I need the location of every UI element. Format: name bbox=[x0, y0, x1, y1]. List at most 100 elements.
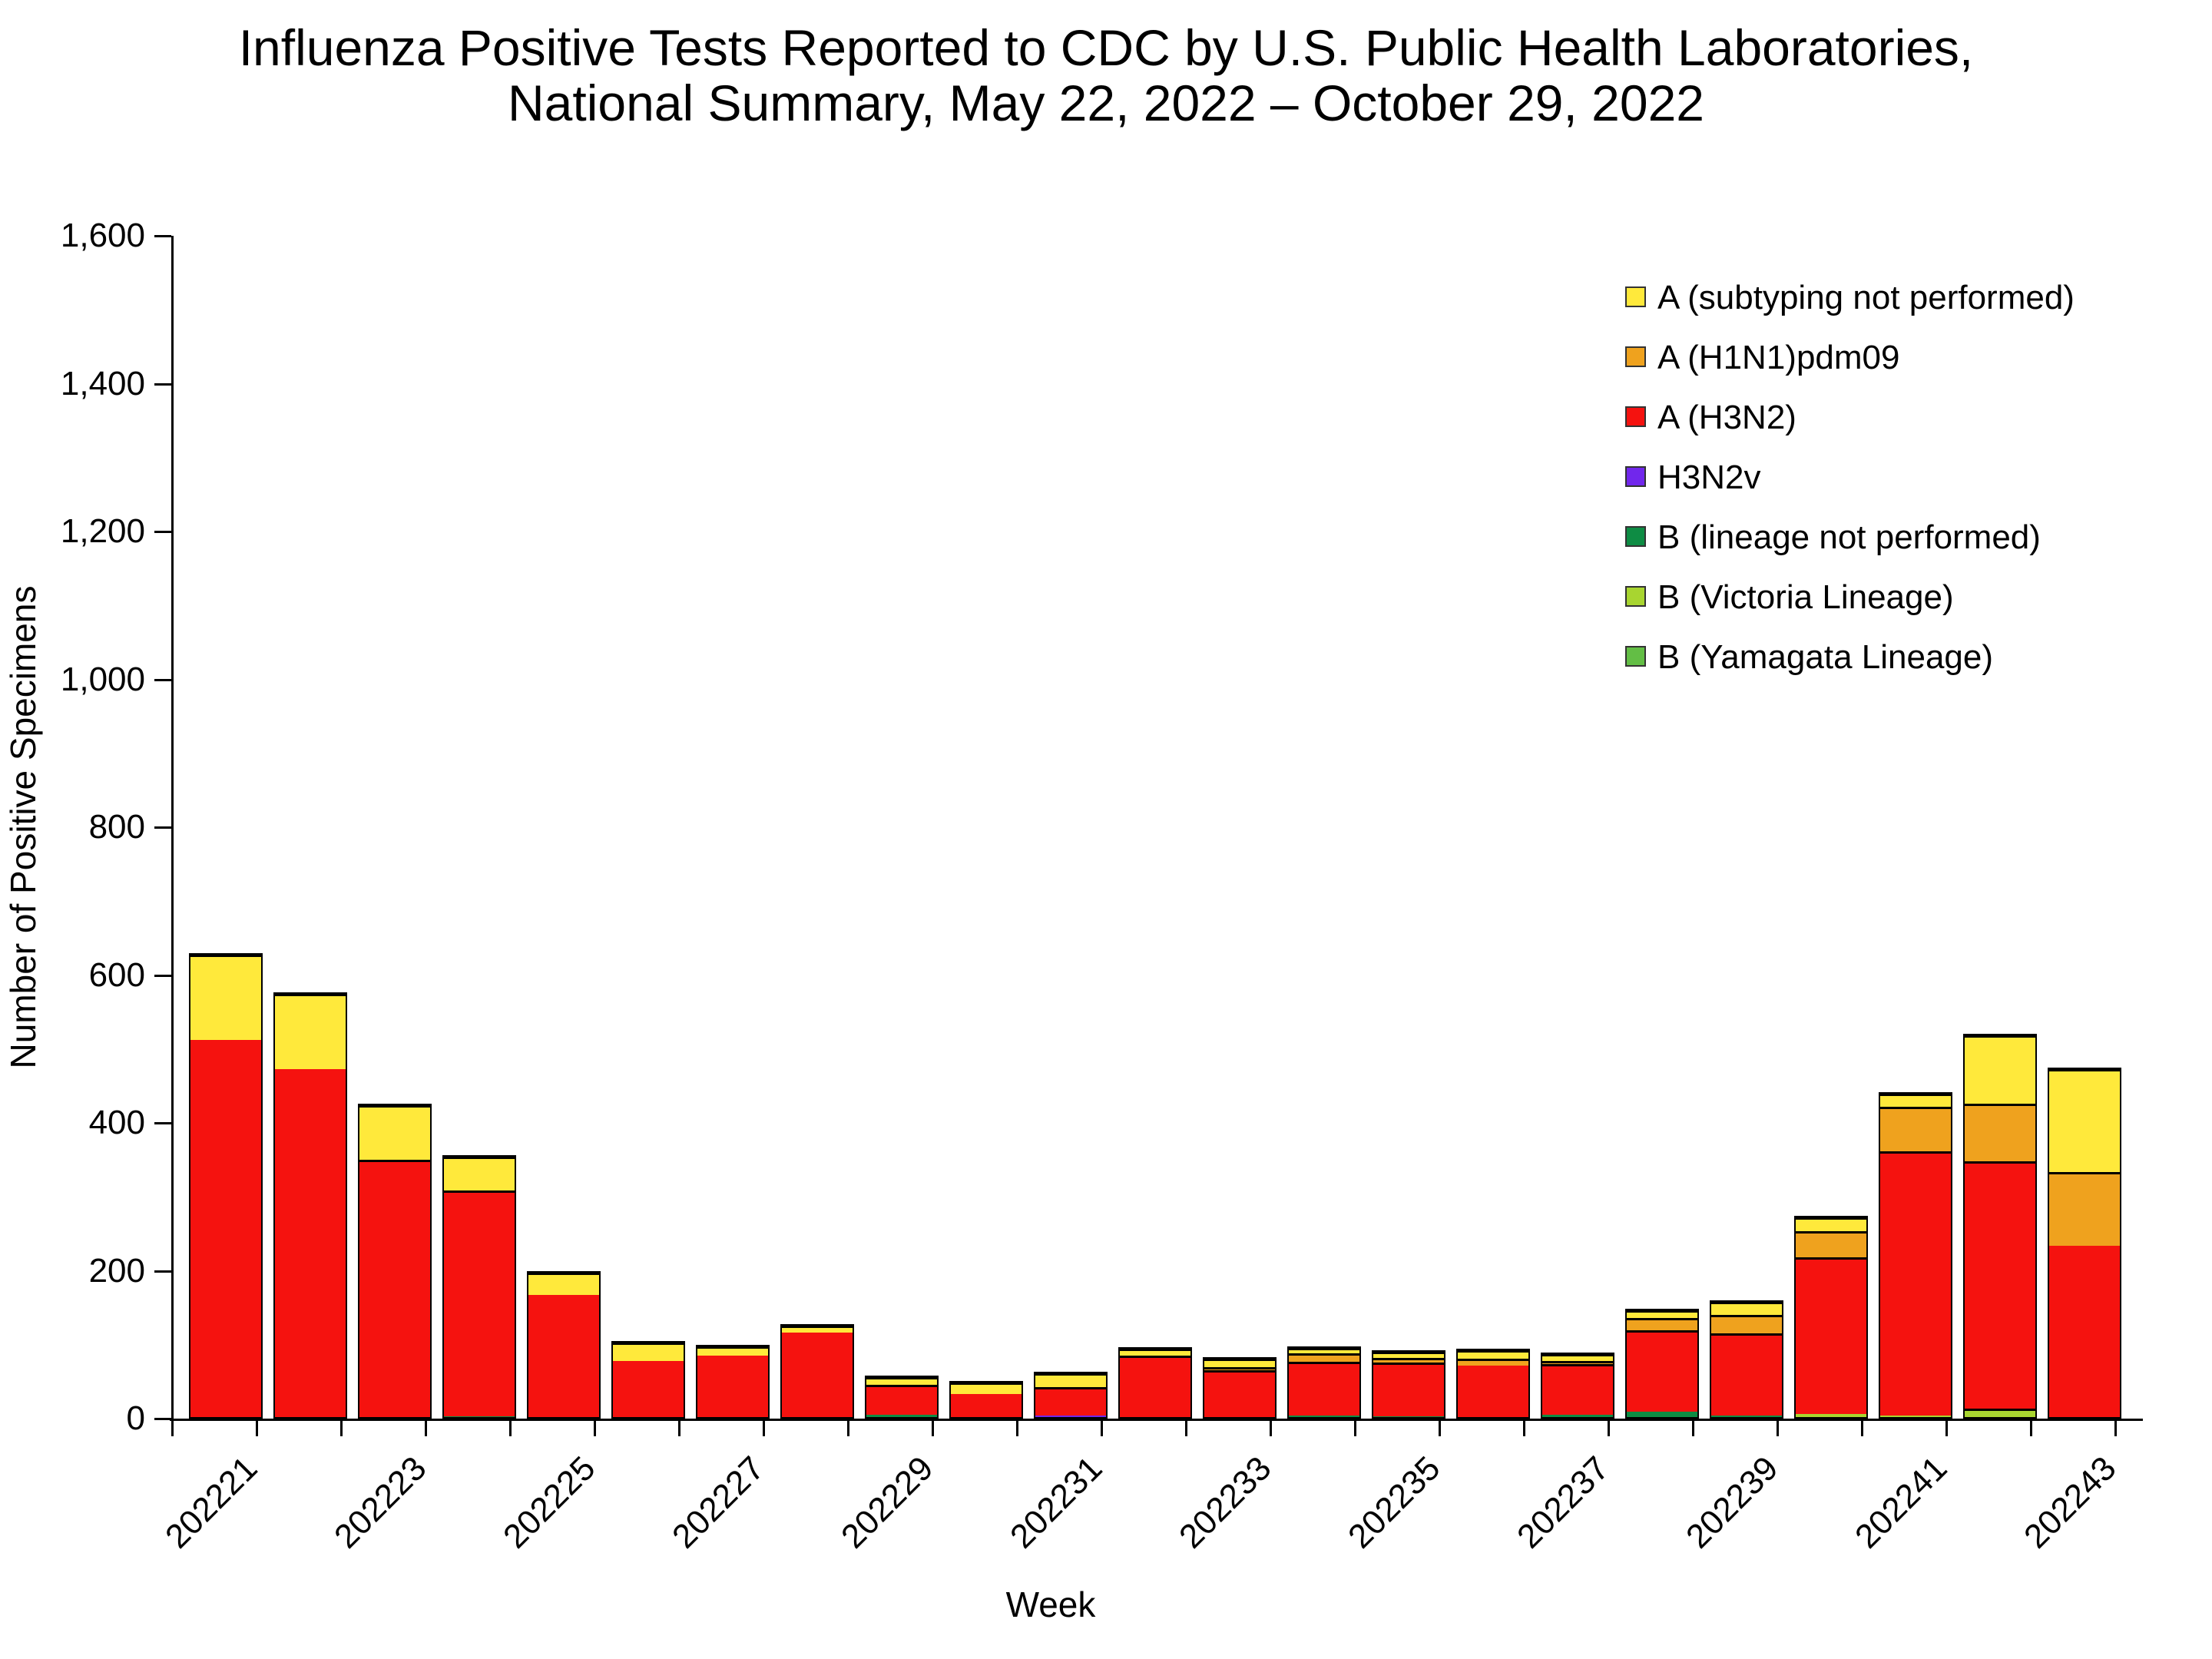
y-tick bbox=[154, 1122, 171, 1124]
bar-segment-202231-a_unsub bbox=[1035, 1373, 1106, 1387]
legend-swatch-h3n2 bbox=[1625, 406, 1646, 427]
x-tick bbox=[932, 1421, 934, 1436]
bar-segment-202238-h3n2 bbox=[1627, 1330, 1697, 1412]
bar-outline-202243 bbox=[2048, 1067, 2121, 1419]
legend-label-h3n2: A (H3N2) bbox=[1657, 399, 1796, 436]
bar-outline-202222 bbox=[273, 992, 347, 1419]
bar-segment-202241-h3n2 bbox=[1880, 1151, 1951, 1416]
bar-segment-202223-h3n2 bbox=[359, 1160, 430, 1418]
y-tick-label: 1,600 bbox=[60, 217, 145, 254]
bar-segment-202240-b_victoria bbox=[1796, 1414, 1866, 1419]
legend-item-b_victoria: B (Victoria Lineage) bbox=[1625, 581, 2209, 614]
y-tick bbox=[154, 974, 171, 977]
bar-segment-202233-a_unsub bbox=[1204, 1359, 1275, 1367]
bar-segment-202229-h3n2 bbox=[866, 1384, 937, 1416]
bar-outline-202232 bbox=[1118, 1346, 1192, 1419]
legend-label-a_unsub: A (subtyping not performed) bbox=[1657, 279, 2075, 316]
x-axis-title: Week bbox=[1005, 1584, 1096, 1624]
bar-segment-202241-a_unsub bbox=[1880, 1093, 1951, 1107]
bar-outline-202242 bbox=[1963, 1034, 2037, 1419]
bar-segment-202227-h3n2 bbox=[697, 1356, 768, 1419]
x-tick-label: 202237 bbox=[1510, 1449, 1617, 1556]
bar-segment-202222-h3n2 bbox=[275, 1068, 346, 1419]
bar-segment-202237-b_np bbox=[1542, 1415, 1613, 1419]
bar-outline-202233 bbox=[1203, 1357, 1277, 1419]
x-tick bbox=[1439, 1421, 1441, 1436]
bar-segment-202239-h3n2 bbox=[1711, 1333, 1782, 1416]
bar-segment-202238-b_np bbox=[1627, 1412, 1697, 1419]
x-tick-label: 202241 bbox=[1848, 1449, 1955, 1556]
bar-outline-202225 bbox=[527, 1271, 601, 1419]
bar-outline-202239 bbox=[1710, 1300, 1783, 1419]
bar-outline-202235 bbox=[1372, 1350, 1445, 1419]
x-tick bbox=[1777, 1421, 1779, 1436]
x-tick bbox=[763, 1421, 765, 1436]
legend-item-a_unsub: A (subtyping not performed) bbox=[1625, 279, 2209, 316]
bar-segment-202236-a_unsub bbox=[1458, 1350, 1528, 1359]
bar-segment-202234-h3n2 bbox=[1289, 1361, 1359, 1416]
x-tick bbox=[594, 1421, 596, 1436]
x-tick bbox=[1523, 1421, 1525, 1436]
x-tick bbox=[1945, 1421, 1948, 1436]
legend-swatch-h1n1 bbox=[1625, 346, 1646, 367]
y-tick-label: 1,400 bbox=[60, 364, 145, 402]
bar-outline-202223 bbox=[358, 1103, 432, 1419]
x-tick-label: 202227 bbox=[665, 1449, 772, 1556]
x-tick-label: 202225 bbox=[496, 1449, 603, 1556]
bar-segment-202243-h3n2 bbox=[2049, 1245, 2120, 1419]
x-tick bbox=[1185, 1421, 1187, 1436]
x-tick bbox=[2114, 1421, 2117, 1436]
y-tick-label: 200 bbox=[88, 1251, 145, 1290]
bar-segment-202238-a_unsub bbox=[1627, 1310, 1697, 1319]
bar-segment-202229-b_np bbox=[866, 1415, 937, 1419]
x-tick bbox=[1354, 1421, 1356, 1436]
bar-segment-202228-a_unsub bbox=[782, 1325, 853, 1333]
x-tick bbox=[847, 1421, 849, 1436]
bar-outline-202238 bbox=[1625, 1308, 1699, 1419]
bar-outline-202228 bbox=[780, 1323, 854, 1419]
y-tick bbox=[154, 826, 171, 829]
legend-label-b_yamagata: B (Yamagata Lineage) bbox=[1657, 638, 1994, 676]
legend-swatch-a_unsub bbox=[1625, 286, 1646, 307]
legend-label-h3n2v: H3N2v bbox=[1657, 459, 1761, 496]
bar-segment-202221-a_unsub bbox=[190, 954, 261, 1041]
bar-segment-202239-a_unsub bbox=[1711, 1301, 1782, 1316]
legend-swatch-b_victoria bbox=[1625, 586, 1646, 607]
y-tick bbox=[154, 382, 171, 386]
bar-segment-202242-h3n2 bbox=[1965, 1161, 2035, 1409]
bar-segment-202235-h1n1 bbox=[1373, 1358, 1444, 1363]
bar-segment-202225-a_unsub bbox=[528, 1273, 599, 1296]
legend-swatch-b_yamagata bbox=[1625, 646, 1646, 667]
x-tick bbox=[1101, 1421, 1103, 1436]
bar-segment-202242-b_victoria bbox=[1965, 1410, 2035, 1419]
bar-segment-202233-h3n2 bbox=[1204, 1370, 1275, 1418]
bar-segment-202230-h3n2 bbox=[951, 1394, 1022, 1419]
bar-segment-202236-h3n2 bbox=[1458, 1365, 1528, 1419]
y-tick bbox=[154, 678, 171, 681]
x-tick bbox=[171, 1421, 174, 1436]
x-tick bbox=[425, 1421, 427, 1436]
bar-outline-202229 bbox=[865, 1376, 939, 1419]
y-tick-label: 0 bbox=[126, 1399, 145, 1437]
bar-segment-202243-a_unsub bbox=[2049, 1068, 2120, 1172]
bar-segment-202224-a_unsub bbox=[444, 1157, 515, 1190]
bar-segment-202240-h1n1 bbox=[1796, 1230, 1866, 1258]
bar-segment-202224-h3n2 bbox=[444, 1190, 515, 1417]
bar-segment-202242-a_unsub bbox=[1965, 1035, 2035, 1104]
legend-item-h3n2: A (H3N2) bbox=[1625, 399, 2209, 436]
bar-segment-202242-h1n1 bbox=[1965, 1103, 2035, 1162]
chart-title-line2: National Summary, May 22, 2022 – October… bbox=[508, 75, 1704, 131]
bar-segment-202242-b_np bbox=[1965, 1409, 2035, 1412]
bar-segment-202232-h3n2 bbox=[1120, 1356, 1190, 1418]
x-tick-label: 202235 bbox=[1341, 1449, 1448, 1556]
bar-segment-202231-h3n2 bbox=[1035, 1386, 1106, 1416]
bar-outline-202221 bbox=[189, 952, 263, 1419]
bar-segment-202230-a_unsub bbox=[951, 1382, 1022, 1395]
legend-label-b_np: B (lineage not performed) bbox=[1657, 518, 2041, 556]
y-tick-label: 1,200 bbox=[60, 512, 145, 550]
bar-outline-202227 bbox=[696, 1344, 770, 1419]
bar-segment-202237-a_unsub bbox=[1542, 1354, 1613, 1361]
bar-outline-202236 bbox=[1456, 1349, 1530, 1419]
bar-outline-202226 bbox=[611, 1340, 685, 1419]
